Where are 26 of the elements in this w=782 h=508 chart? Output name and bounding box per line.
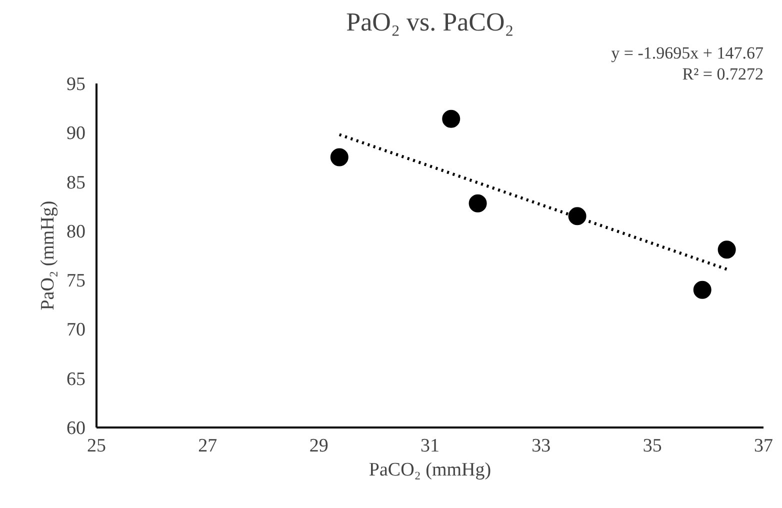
x-tick-label: 25 <box>87 436 106 456</box>
x-tick-label: 31 <box>420 436 440 456</box>
y-tick-label: 70 <box>66 320 86 341</box>
point <box>718 240 736 259</box>
x-tick-label: 27 <box>198 436 218 456</box>
x-tick-label: 37 <box>754 436 773 456</box>
text: y = -1.9695x + 147.67 <box>611 44 764 62</box>
point <box>330 148 348 166</box>
x-tick-label: 33 <box>532 436 551 456</box>
y-tick-label: 65 <box>66 368 86 390</box>
y-tick-label: 95 <box>66 74 86 95</box>
point <box>468 194 487 212</box>
y-tick-label: 85 <box>66 172 86 194</box>
annotation: R² = 0.7272 <box>682 64 764 84</box>
point <box>442 110 460 128</box>
y-tick-label: 75 <box>66 270 86 292</box>
x-tick-label: 29 <box>309 436 328 456</box>
y-tick-label: 80 <box>66 221 86 242</box>
y-tick-label: 60 <box>66 418 86 439</box>
y-tick-label: 90 <box>66 123 86 144</box>
x-axis-title: PaCO₂ (mmHg) <box>368 460 492 480</box>
point <box>568 207 586 226</box>
chart-title: PaO₂ vs. PaCO₂ <box>346 8 514 36</box>
y-axis-title: PaO₂ (mmHg) <box>38 200 58 310</box>
x-tick-label: 35 <box>642 436 662 456</box>
point <box>693 280 712 299</box>
